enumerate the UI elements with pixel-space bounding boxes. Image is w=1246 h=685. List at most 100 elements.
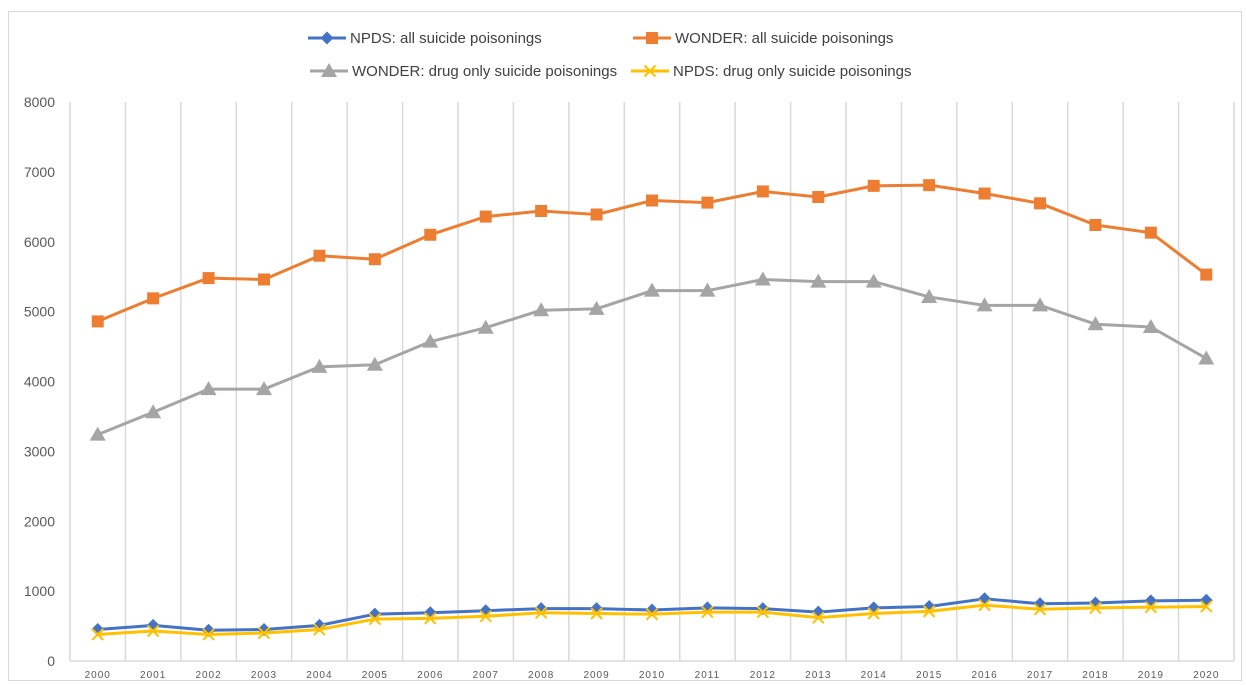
data-point <box>89 426 106 441</box>
y-tick-label: 0 <box>47 653 55 669</box>
x-marker-stroke <box>1033 603 1047 616</box>
data-point <box>534 606 548 619</box>
x-marker-stroke <box>534 606 548 619</box>
data-point <box>258 273 270 286</box>
data-point <box>202 272 215 285</box>
data-point <box>1144 594 1158 608</box>
legend-item: NPDS: all suicide poisonings <box>308 30 542 47</box>
x-tick-label: 2000 <box>85 670 111 681</box>
data-point <box>1032 297 1048 312</box>
series-3 <box>91 598 1213 641</box>
y-tick-label: 4000 <box>24 374 55 390</box>
data-point <box>701 196 714 209</box>
x-tick-label: 2016 <box>971 670 997 681</box>
gridlines <box>69 102 1235 661</box>
data-point <box>590 602 604 616</box>
y-tick-label: 1000 <box>24 583 55 599</box>
x-marker-stroke <box>922 605 936 618</box>
x-tick-label: 2011 <box>695 670 721 681</box>
legend-item: WONDER: all suicide poisonings <box>633 30 893 47</box>
data-point <box>646 32 658 44</box>
data-point <box>923 179 936 192</box>
x-marker-stroke <box>1089 601 1102 615</box>
data-point <box>422 333 439 348</box>
x-marker-stroke <box>146 624 160 638</box>
x-marker-stroke <box>867 607 880 620</box>
x-marker-stroke <box>479 610 492 623</box>
legend-label: NPDS: all suicide poisonings <box>350 30 542 47</box>
x-tick-label: 2019 <box>1138 670 1164 681</box>
legend-label: NPDS: drug only suicide poisonings <box>673 63 911 80</box>
x-marker-stroke <box>645 607 659 621</box>
y-tick-label: 7000 <box>24 164 55 180</box>
data-point <box>200 381 217 396</box>
y-tick-label: 5000 <box>24 304 55 320</box>
legend-label: WONDER: all suicide poisonings <box>675 30 893 47</box>
x-marker-stroke <box>590 607 603 620</box>
x-tick-label: 2013 <box>805 670 831 681</box>
data-point <box>145 404 162 419</box>
x-tick-label: 2008 <box>528 670 554 681</box>
data-point <box>424 612 437 625</box>
data-point <box>257 626 271 640</box>
data-point <box>535 205 548 218</box>
data-point <box>588 300 605 315</box>
x-marker-stroke <box>756 605 770 619</box>
data-point <box>91 315 104 328</box>
data-point <box>533 302 550 317</box>
data-point <box>368 607 382 621</box>
data-point <box>756 185 769 198</box>
data-point <box>867 179 880 192</box>
data-point <box>479 210 492 223</box>
data-point <box>313 249 326 262</box>
data-point <box>424 228 437 241</box>
data-point <box>701 605 714 619</box>
series-1 <box>91 179 1213 328</box>
legend-label: WONDER: drug only suicide poisonings <box>352 63 617 80</box>
data-point <box>1144 600 1158 614</box>
x-tick-label: 2004 <box>306 670 332 681</box>
data-point <box>643 64 657 78</box>
series-2 <box>89 271 1215 441</box>
data-point <box>810 273 827 288</box>
data-point <box>978 187 991 200</box>
data-point <box>1144 226 1157 239</box>
data-point <box>644 282 660 297</box>
data-point <box>477 319 494 334</box>
data-point <box>645 607 659 621</box>
data-point <box>921 288 938 303</box>
x-tick-label: 2012 <box>750 670 776 681</box>
legend-item: WONDER: drug only suicide poisonings <box>310 63 617 80</box>
data-point <box>1142 318 1159 333</box>
x-tick-label: 2010 <box>639 670 665 681</box>
data-point <box>147 292 160 305</box>
data-point <box>91 628 104 641</box>
data-point <box>1198 350 1215 365</box>
data-point <box>366 356 383 371</box>
data-point <box>479 610 492 623</box>
x-marker-stroke <box>257 626 271 640</box>
x-tick-label: 2014 <box>861 670 887 681</box>
data-point <box>646 194 658 207</box>
x-marker-stroke <box>202 628 215 641</box>
data-point <box>978 592 992 606</box>
data-point <box>1088 596 1102 610</box>
x-marker-stroke <box>368 612 382 626</box>
data-point <box>311 358 328 373</box>
x-tick-label: 2015 <box>916 670 942 681</box>
data-point <box>1087 316 1104 331</box>
data-point <box>1033 603 1047 616</box>
data-point <box>1200 268 1213 281</box>
x-tick-label: 2009 <box>583 670 609 681</box>
data-point <box>699 282 716 297</box>
y-tick-label: 6000 <box>24 234 55 250</box>
data-point <box>867 607 880 620</box>
legend: NPDS: all suicide poisonings WONDER: all … <box>308 30 911 80</box>
data-point <box>321 63 337 77</box>
data-point <box>865 273 882 288</box>
axes: 0 1000 2000 3000 4000 5000 6000 7000 8000 2000 200… <box>24 94 1234 681</box>
x-marker-stroke <box>1144 600 1158 614</box>
x-tick-label: 2018 <box>1082 670 1108 681</box>
x-tick-label: 2005 <box>362 670 388 681</box>
